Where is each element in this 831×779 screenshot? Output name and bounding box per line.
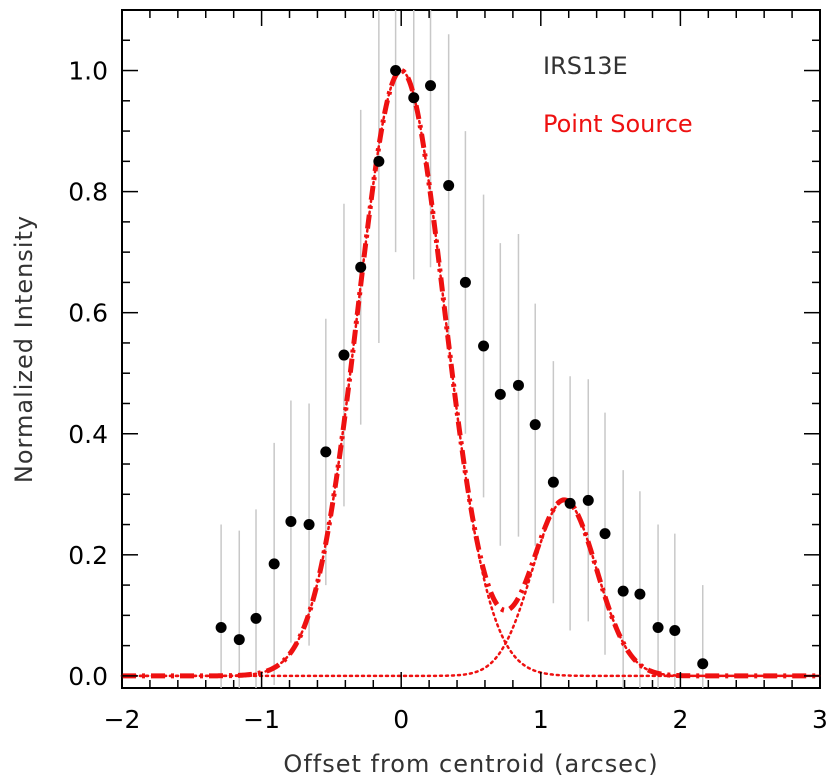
data-point — [652, 621, 664, 633]
data-point — [355, 261, 367, 273]
data-point — [425, 80, 437, 92]
data-point — [320, 446, 332, 458]
data-point — [669, 624, 681, 636]
tick-label-group: −2 −1 0 1 2 3 0.0 0.2 0.4 0.6 0.8 1.0 — [68, 57, 828, 734]
x-tick-label: −2 — [104, 705, 141, 734]
tick-group — [121, 9, 821, 688]
data-point — [285, 516, 297, 528]
data-point — [529, 419, 541, 431]
y-tick-label: 0.0 — [68, 662, 108, 691]
component-gaussian-curve — [120, 499, 822, 678]
y-tick-label: 0.4 — [68, 420, 108, 449]
x-tick-label: 1 — [533, 705, 549, 734]
data-point — [233, 634, 245, 646]
data-point — [250, 612, 262, 624]
curve-group — [120, 67, 822, 679]
data-point — [599, 528, 611, 540]
data-point — [512, 379, 524, 391]
x-tick-label: 0 — [393, 705, 409, 734]
data-point — [547, 476, 559, 488]
data-point — [268, 558, 280, 570]
legend-label-point-source: Point Source — [543, 110, 693, 138]
x-tick-label: −1 — [243, 705, 280, 734]
data-point — [338, 349, 350, 361]
data-point — [697, 658, 709, 670]
component-gaussian-curve — [120, 69, 822, 678]
data-point — [408, 92, 420, 104]
data-point — [564, 497, 576, 509]
x-tick-label: 3 — [812, 705, 828, 734]
point-source-model-curve — [122, 67, 820, 679]
y-tick-label: 0.8 — [68, 178, 108, 207]
data-point — [390, 65, 402, 77]
data-point — [634, 588, 646, 600]
x-axis-title: Offset from centroid (arcsec) — [283, 750, 658, 778]
data-point — [494, 388, 506, 400]
data-point — [459, 276, 471, 288]
y-tick-label: 1.0 — [68, 57, 108, 86]
data-point — [215, 621, 227, 633]
data-point — [443, 180, 455, 192]
y-tick-label: 0.2 — [68, 541, 108, 570]
point-group — [215, 65, 709, 670]
plot-frame — [121, 9, 821, 689]
x-tick-label: 2 — [672, 705, 688, 734]
y-tick-label: 0.6 — [68, 299, 108, 328]
data-point — [478, 340, 490, 352]
data-point — [617, 585, 629, 597]
legend-label-irs13e: IRS13E — [543, 52, 628, 80]
y-axis-title: Normalized Intensity — [10, 215, 38, 483]
data-point — [582, 494, 594, 506]
data-point — [373, 155, 385, 167]
data-point — [303, 519, 315, 531]
